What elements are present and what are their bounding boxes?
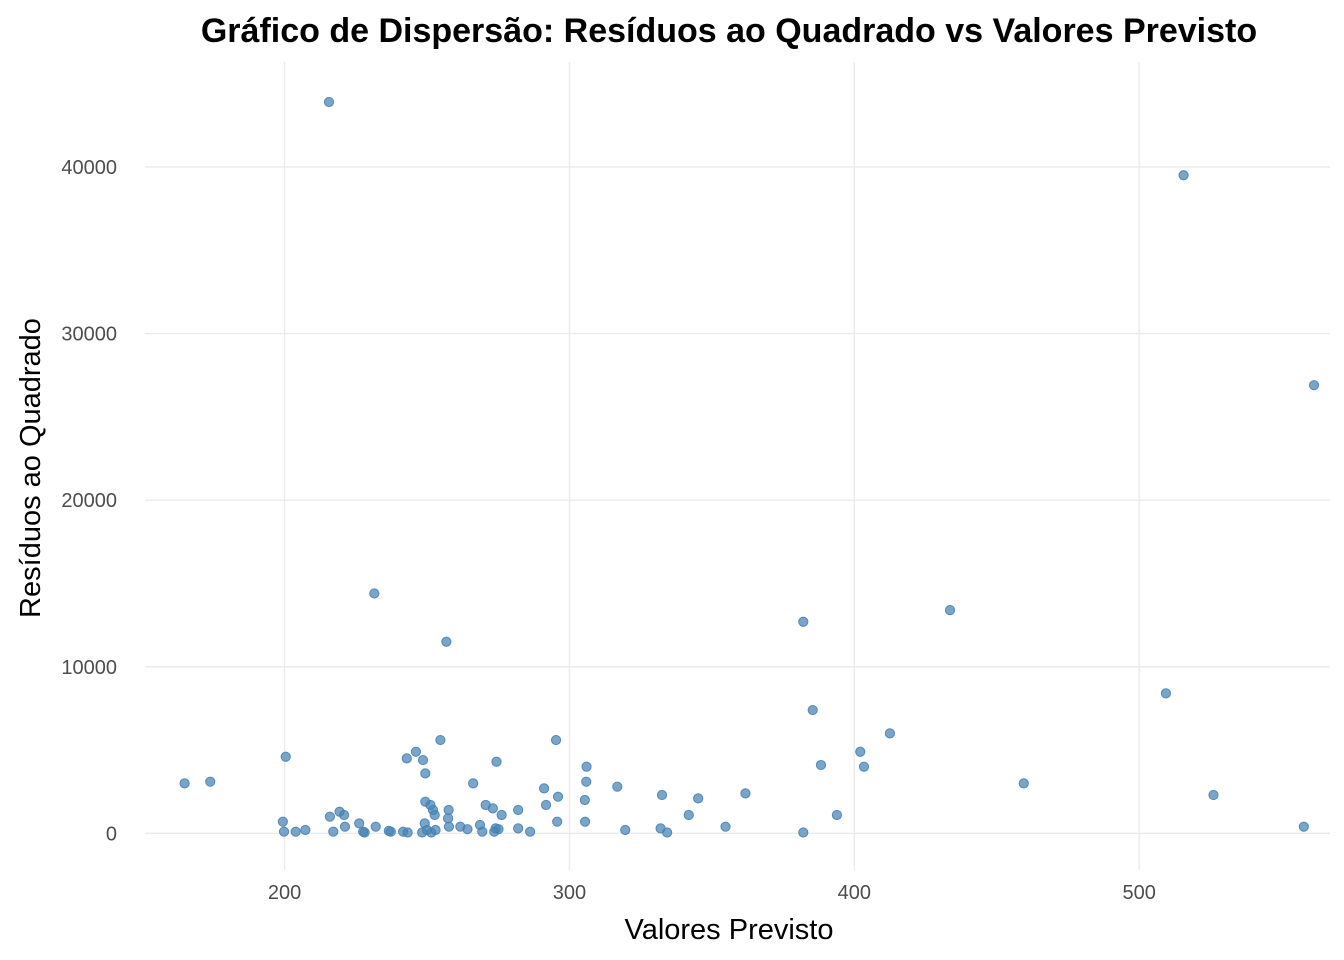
data-point [1308,380,1320,391]
data-point [538,783,550,794]
data-point [477,826,488,837]
y-axis-title: Resíduos ao Quadrado [15,318,47,618]
data-point [493,824,504,835]
data-point [300,824,311,836]
y-tick-label: 10000 [61,657,117,679]
x-tick-label: 400 [838,882,871,904]
data-point [402,827,413,838]
data-point [513,804,524,816]
data-point [462,824,473,835]
data-point [430,824,441,836]
data-point [858,761,870,772]
data-point [884,728,895,739]
data-point [580,816,591,827]
data-point [278,826,290,837]
data-point [429,809,440,821]
data-point [815,759,827,771]
data-point [798,616,809,627]
data-point [385,826,396,837]
data-point [205,776,216,787]
data-point [420,768,431,779]
x-axis-title: Valores Previsto [625,914,834,946]
x-tick-label: 200 [268,882,301,904]
data-point [339,809,350,821]
data-point [369,588,380,599]
data-point [1298,821,1309,832]
data-point [443,804,454,816]
data-point [324,811,335,822]
data-point [410,746,421,757]
data-point [540,799,552,811]
data-point [280,751,291,762]
data-point [620,824,631,836]
data-point [693,793,704,804]
data-point [328,826,339,837]
x-tick-label: 300 [553,882,586,904]
data-point [798,827,809,838]
data-point [612,781,623,792]
data-point [1018,778,1029,789]
ticks-layer: 200 300 400 500 0 10000 20000 30000 40000 [61,157,1155,904]
data-point [487,803,498,814]
y-tick-label: 20000 [61,490,117,512]
data-point [513,823,524,834]
data-point [720,821,731,832]
data-point [1160,688,1172,699]
data-point [401,753,412,764]
data-point [581,761,592,772]
chart-title: Gráfico de Dispersão: Resíduos ao Quadra… [201,12,1257,50]
data-point [417,754,429,766]
data-point [1208,789,1219,801]
points-layer [179,96,1320,838]
data-point [468,778,479,789]
data-point [442,813,454,824]
data-point [277,816,288,827]
data-point [496,809,507,821]
data-point [683,809,694,821]
data-point [550,734,562,746]
data-point [525,826,536,837]
data-point [179,778,190,789]
data-point [581,776,592,787]
data-point [443,821,455,832]
data-point [831,809,843,821]
data-point [290,826,301,837]
y-tick-label: 30000 [61,324,117,346]
data-point [579,794,590,806]
data-point [339,821,351,832]
y-tick-label: 0 [106,823,117,845]
x-tick-label: 500 [1122,882,1155,904]
data-point [441,636,452,647]
data-point [370,821,381,832]
data-point [491,756,502,767]
grid-layer [145,62,1330,870]
data-point [1178,170,1189,181]
data-point [552,791,564,802]
data-point [740,788,751,799]
data-point [323,96,335,108]
y-tick-label: 40000 [61,157,117,179]
data-point [552,816,563,827]
data-point [807,704,818,716]
data-point [855,746,866,757]
data-point [359,827,370,838]
data-point [435,734,446,746]
data-point [662,827,673,838]
data-point [354,818,365,829]
data-point [944,605,956,616]
data-point [656,789,668,801]
